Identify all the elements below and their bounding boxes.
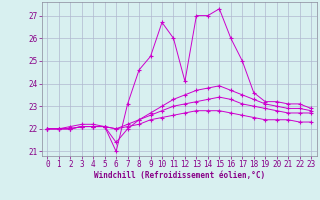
X-axis label: Windchill (Refroidissement éolien,°C): Windchill (Refroidissement éolien,°C) xyxy=(94,171,265,180)
